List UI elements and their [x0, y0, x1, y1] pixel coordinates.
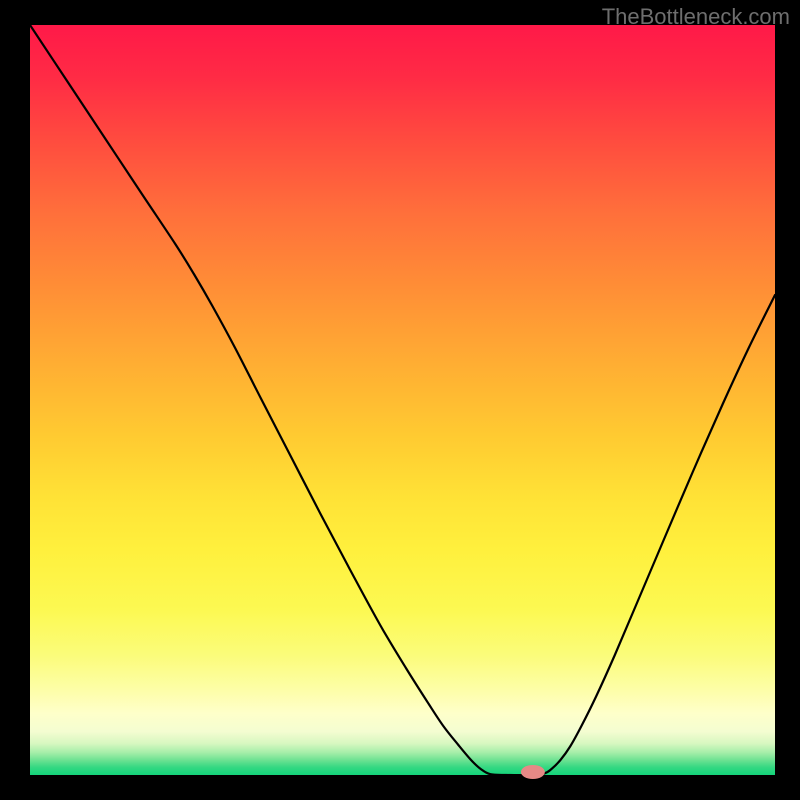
optimal-marker: [521, 765, 545, 779]
watermark-text: TheBottleneck.com: [602, 4, 790, 30]
bottleneck-chart: [0, 0, 800, 800]
